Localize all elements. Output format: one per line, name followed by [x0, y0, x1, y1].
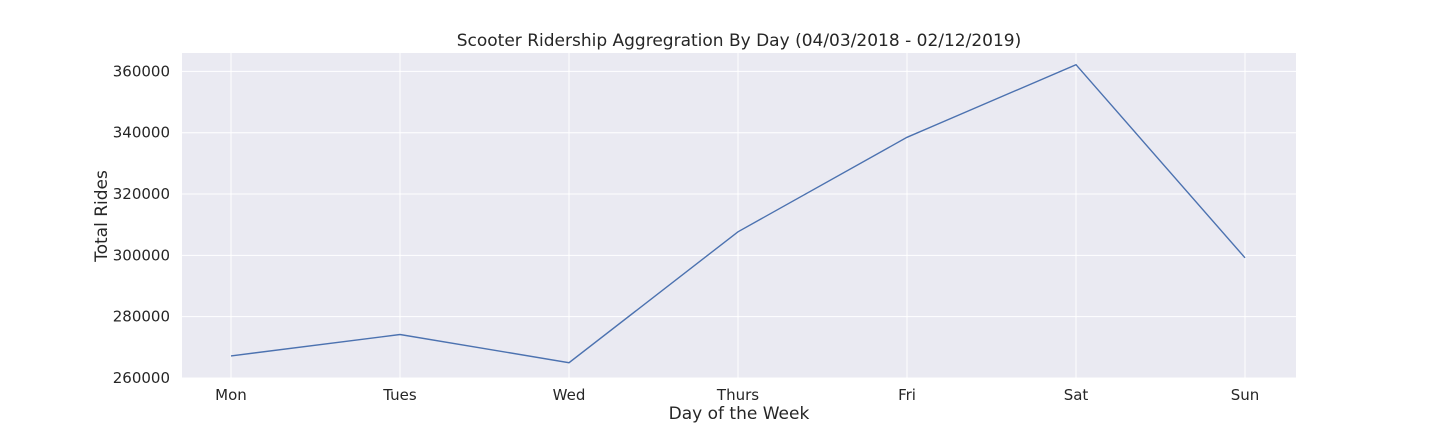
x-tick-label: Fri — [898, 386, 916, 404]
tick-labels: Mon Tues Wed Thurs Fri Sat Sun 260000 280000 3000… — [113, 62, 1260, 404]
x-tick-label: Wed — [553, 386, 586, 404]
series-line — [230, 63, 1246, 364]
x-tick-label: Mon — [215, 386, 247, 404]
x-tick-label: Thurs — [716, 386, 759, 404]
chart-title: Scooter Ridership Aggregration By Day (0… — [457, 31, 1022, 51]
x-tick-label: Tues — [382, 386, 417, 404]
x-axis-label: Day of the Week — [669, 404, 810, 424]
y-tick-label: 280000 — [113, 308, 170, 326]
x-tick-label: Sat — [1064, 386, 1089, 404]
y-tick-label: 260000 — [113, 369, 170, 387]
y-tick-label: 300000 — [113, 246, 170, 264]
x-tick-label: Sun — [1231, 386, 1260, 404]
plot-background — [182, 53, 1296, 378]
y-axis-label: Total Rides — [92, 170, 112, 263]
y-tick-label: 340000 — [113, 124, 170, 142]
y-tick-label: 360000 — [113, 62, 170, 80]
y-tick-label: 320000 — [113, 185, 170, 203]
grid-lines — [182, 53, 1296, 379]
